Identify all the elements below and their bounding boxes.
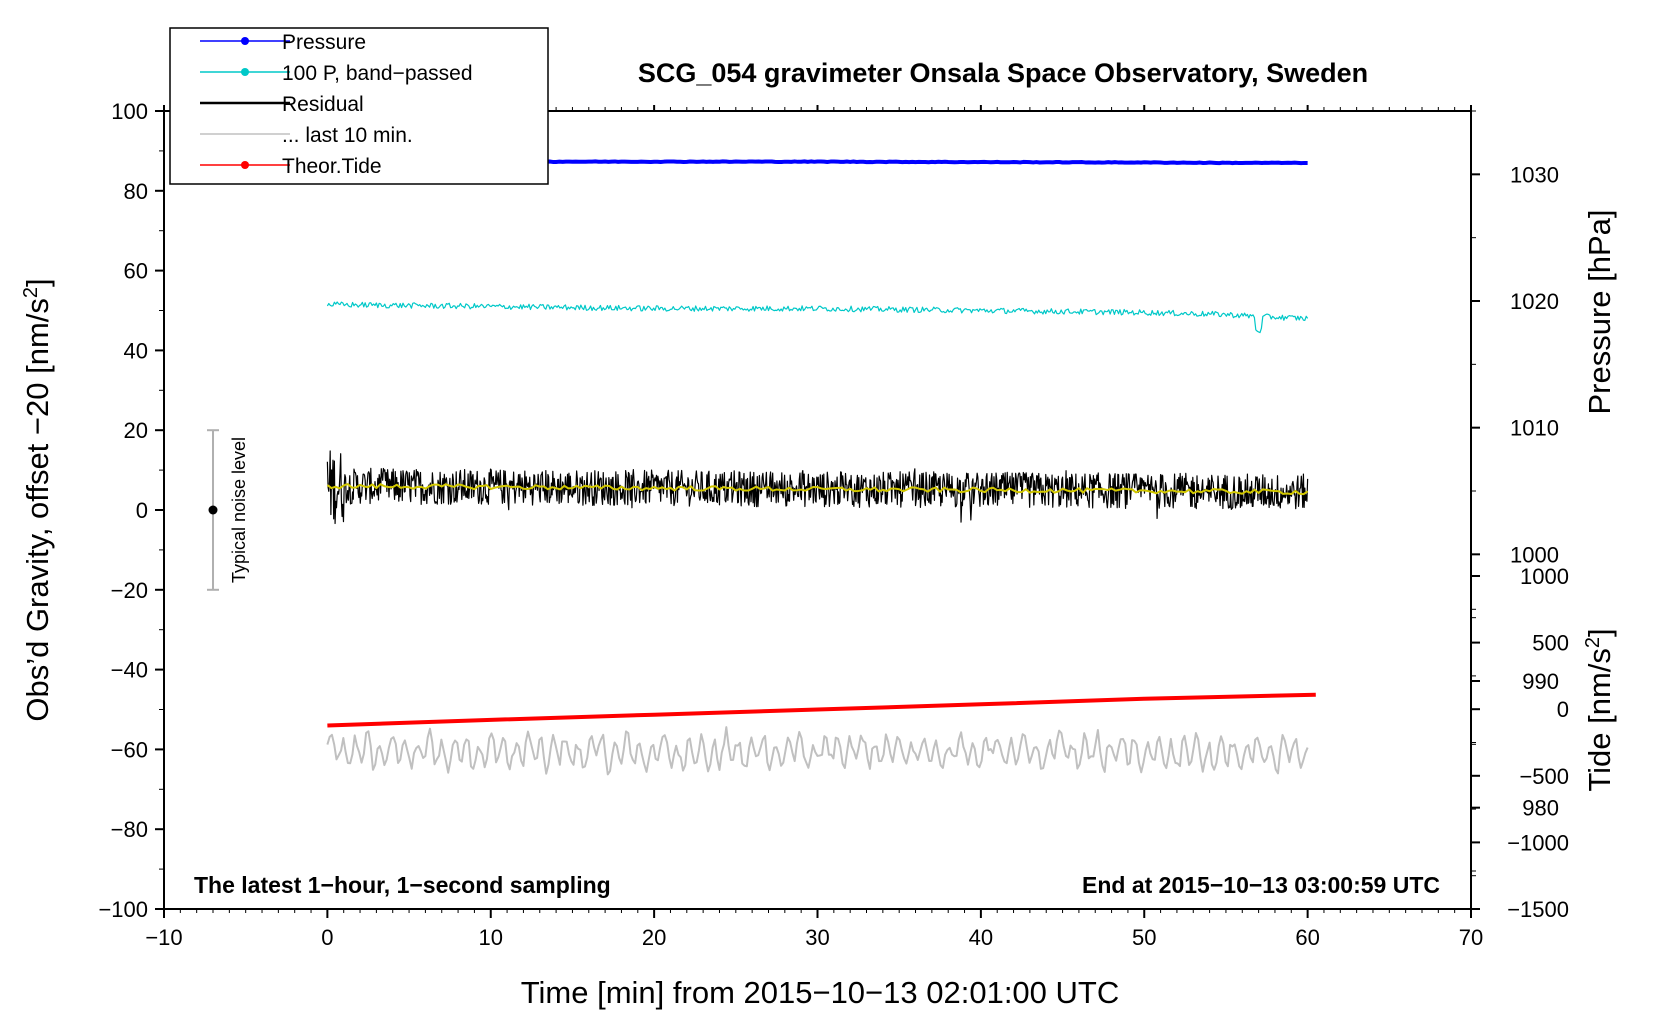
tide-tick-label: −1000 bbox=[1507, 830, 1569, 855]
legend: Pressure 100 P, band−passed Residual ... la… bbox=[169, 27, 549, 185]
series-last-10-min bbox=[326, 726, 1309, 776]
x-axis-ticks: −10 0 10 20 30 40 50 60 70 bbox=[145, 105, 1483, 950]
pressure-tick-label: 980 bbox=[1522, 796, 1559, 821]
legend-label: Pressure bbox=[282, 31, 366, 54]
x-axis-label: Time [min] from 2015−10−13 02:01:00 UTC bbox=[521, 975, 1120, 1010]
series-residual bbox=[326, 450, 1309, 525]
x-tick-label: 10 bbox=[479, 925, 503, 950]
x-tick-label: 60 bbox=[1295, 925, 1319, 950]
y-tick-label: −20 bbox=[111, 578, 148, 603]
x-tick-label: −10 bbox=[145, 925, 182, 950]
series-100p-band-passed bbox=[326, 301, 1309, 334]
noise-bar-center-dot bbox=[208, 505, 218, 515]
y-tick-label: 40 bbox=[124, 338, 148, 363]
legend-marker bbox=[241, 161, 249, 169]
y-tick-label: −40 bbox=[111, 658, 148, 683]
pressure-tick-label: 1020 bbox=[1510, 289, 1559, 314]
x-tick-label: 30 bbox=[805, 925, 829, 950]
noise-level-bar: Typical noise level bbox=[207, 429, 249, 591]
x-tick-label: 0 bbox=[321, 925, 333, 950]
legend-label: Theor.Tide bbox=[282, 155, 382, 178]
pressure-tick-label: 1000 bbox=[1510, 542, 1559, 567]
y-tick-label: 100 bbox=[111, 99, 148, 124]
tide-axis-label: Tide [nm/s2] bbox=[1582, 628, 1617, 791]
legend-marker bbox=[241, 68, 249, 76]
plot-border bbox=[163, 110, 1472, 910]
pressure-tick-label: 1030 bbox=[1510, 162, 1559, 187]
tide-tick-label: −1500 bbox=[1507, 897, 1569, 922]
y-tick-label: −80 bbox=[111, 817, 148, 842]
legend-label: Residual bbox=[282, 93, 364, 116]
legend-marker bbox=[241, 37, 249, 45]
pressure-tick-label: 1010 bbox=[1510, 416, 1559, 441]
legend-label: 100 P, band−passed bbox=[282, 62, 473, 85]
x-tick-label: 20 bbox=[642, 925, 666, 950]
tide-tick-label: 500 bbox=[1532, 631, 1569, 656]
pressure-tick-label: 990 bbox=[1522, 669, 1559, 694]
y-tick-label: −60 bbox=[111, 737, 148, 762]
series-residual-smoothed bbox=[326, 483, 1309, 496]
pressure-axis-label: Pressure [hPa] bbox=[1582, 209, 1617, 414]
legend-box bbox=[169, 27, 549, 185]
series-theor-tide bbox=[327, 692, 1316, 728]
tide-axis-ticks: 1000 500 0 −500 −1000 −1500 bbox=[1471, 564, 1569, 922]
pressure-axis-ticks: 1030 1020 1010 1000 990 980 bbox=[1471, 110, 1559, 872]
left-axis-ticks: 100 80 60 40 20 0 −20 −40 −60 −80 −100 bbox=[98, 99, 164, 922]
left-axis-label: Obs’d Gravity, offset −20 [nm/s2] bbox=[20, 278, 55, 721]
series-lines bbox=[326, 159, 1316, 776]
tide-tick-label: 0 bbox=[1557, 697, 1569, 722]
noise-bar-label: Typical noise level bbox=[229, 437, 249, 583]
annotation-sampling: The latest 1−hour, 1−second sampling bbox=[194, 872, 611, 898]
annotation-end-time: End at 2015−10−13 03:00:59 UTC bbox=[1082, 872, 1440, 898]
tide-tick-label: −500 bbox=[1519, 764, 1569, 789]
x-tick-label: 70 bbox=[1459, 925, 1483, 950]
y-tick-label: 0 bbox=[136, 498, 148, 523]
legend-label: ... last 10 min. bbox=[282, 124, 413, 147]
y-tick-label: 20 bbox=[124, 418, 148, 443]
y-tick-label: −100 bbox=[98, 897, 148, 922]
y-tick-label: 60 bbox=[124, 259, 148, 284]
x-tick-label: 40 bbox=[969, 925, 993, 950]
y-tick-label: 80 bbox=[124, 179, 148, 204]
chart-title: SCG_054 gravimeter Onsala Space Observat… bbox=[638, 58, 1368, 88]
plot-frame bbox=[163, 110, 1472, 910]
tide-tick-label: 1000 bbox=[1520, 564, 1569, 589]
x-tick-label: 50 bbox=[1132, 925, 1156, 950]
